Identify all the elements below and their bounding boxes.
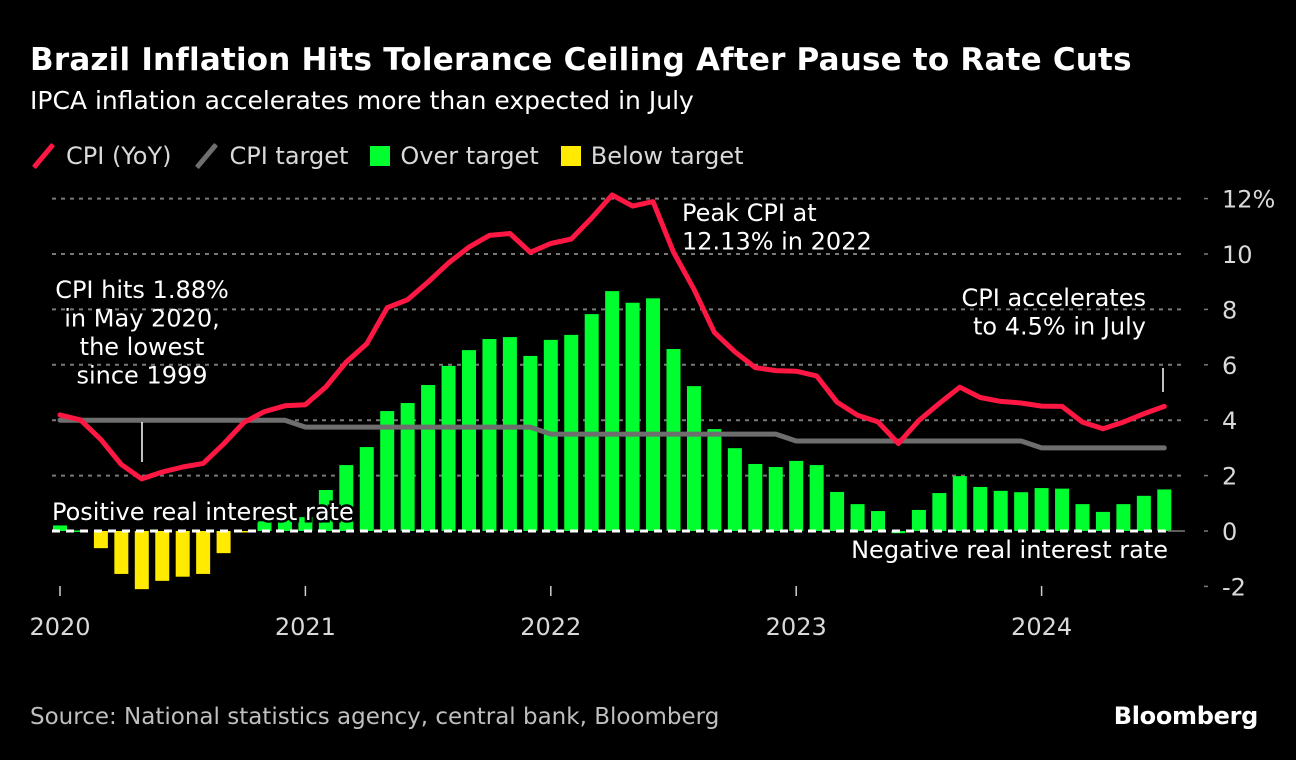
- annotation-low-text: in May 2020,: [64, 305, 219, 333]
- bar-over-target: [932, 493, 947, 531]
- x-tick-label: 2020: [29, 613, 90, 641]
- x-tick-label: 2024: [1011, 613, 1072, 641]
- bar-over-target: [789, 460, 804, 531]
- legend-label: Over target: [400, 142, 539, 170]
- bar-over-target: [727, 448, 742, 531]
- bar-over-target: [400, 403, 415, 531]
- bar-over-target: [911, 509, 926, 531]
- legend-item-below: Below target: [560, 142, 744, 170]
- bar-over-target: [973, 486, 988, 531]
- y-tick-label: 8: [1222, 296, 1237, 324]
- chart-title: Brazil Inflation Hits Tolerance Ceiling …: [30, 42, 1132, 78]
- bar-over-target: [666, 349, 681, 531]
- chart-subtitle: IPCA inflation accelerates more than exp…: [30, 86, 694, 115]
- bar-below-target: [237, 531, 252, 533]
- positive-rate-label: Positive real interest rate: [52, 498, 354, 526]
- lines: [57, 192, 1167, 482]
- y-tick-label: -2: [1222, 573, 1246, 601]
- bar-over-target: [1075, 504, 1090, 531]
- bar-over-target: [809, 465, 824, 531]
- bar-below-target: [155, 531, 170, 581]
- bar-over-target: [441, 365, 456, 531]
- bar-over-target: [993, 490, 1008, 531]
- bar-over-target: [1157, 489, 1172, 531]
- bar-over-target: [523, 355, 538, 531]
- bar-below-target: [196, 531, 211, 574]
- annotation-low-text: since 1999: [76, 362, 207, 390]
- bar-over-target: [952, 476, 967, 531]
- cpi-yoy-line: [57, 192, 1167, 482]
- legend-item-target: CPI target: [193, 142, 348, 170]
- bar-over-target: [1014, 492, 1029, 531]
- bar-over-target: [298, 517, 313, 531]
- bar-over-target: [421, 385, 436, 531]
- bar-over-target: [277, 519, 292, 531]
- bar-below-target: [216, 531, 231, 554]
- bar-below-target: [93, 531, 108, 549]
- below-target-swatch-icon: [560, 146, 581, 166]
- bar-over-target: [871, 511, 885, 531]
- bar-below-target: [134, 531, 149, 590]
- annotation-peak-text: 12.13% in 2022: [682, 228, 872, 256]
- bar-over-target: [502, 337, 517, 531]
- annotation-latest-text: to 4.5% in July: [973, 313, 1146, 341]
- bar-over-target: [646, 298, 661, 531]
- bar-over-target: [830, 491, 845, 531]
- bar-over-target: [359, 447, 374, 531]
- bar-below-target: [114, 531, 129, 574]
- bars: [53, 291, 1172, 590]
- y-tick-label: 6: [1222, 352, 1237, 380]
- y-tick-label: 4: [1222, 407, 1237, 435]
- bar-over-target: [1136, 495, 1151, 531]
- bar-over-target: [482, 339, 497, 531]
- bar-over-target: [1095, 511, 1110, 531]
- y-tick-label: 12%: [1222, 186, 1275, 214]
- bar-over-target: [850, 504, 865, 531]
- bar-over-target: [1116, 504, 1131, 531]
- bar-over-target: [339, 465, 354, 531]
- bar-over-target: [318, 490, 333, 531]
- legend: CPI (YoY) CPI target Over target Below t…: [30, 142, 766, 170]
- legend-item-cpi: CPI (YoY): [30, 142, 171, 170]
- y-tick-label: 2: [1222, 463, 1237, 491]
- bar-over-target: [768, 467, 783, 531]
- legend-label: Below target: [590, 142, 744, 170]
- x-tick-label: 2021: [275, 613, 336, 641]
- negative-rate-label: Negative real interest rate: [851, 536, 1168, 564]
- bar-over-target: [1034, 488, 1049, 531]
- y-tick-label: 10: [1222, 241, 1253, 269]
- annotation-peak-text: Peak CPI at: [682, 199, 817, 227]
- bar-over-target: [462, 350, 476, 531]
- source-note: Source: National statistics agency, cent…: [30, 704, 720, 730]
- bar-over-target: [625, 302, 640, 531]
- bar-over-target: [605, 291, 620, 531]
- x-tick-label: 2023: [766, 613, 827, 641]
- annotation-low-text: the lowest: [80, 333, 205, 361]
- legend-item-over: Over target: [370, 142, 539, 170]
- bar-over-target: [686, 386, 701, 531]
- bar-over-target: [53, 525, 67, 531]
- axes: -2 0 2 4 6 8 10 12% 2020 2021 2022 2023 2024: [29, 186, 1275, 641]
- bar-over-target: [257, 521, 272, 531]
- y-tick-label: 0: [1222, 518, 1237, 546]
- bar-over-target: [707, 429, 722, 531]
- annotations: Positive real interest rate Negative real…: [50, 199, 1169, 564]
- bar-over-target: [1055, 488, 1070, 531]
- bar-over-target: [380, 411, 395, 531]
- bloomberg-logo: Bloomberg: [1113, 702, 1259, 730]
- bar-below-target: [175, 531, 190, 577]
- bar-over-target: [584, 314, 599, 531]
- legend-label: CPI target: [229, 142, 349, 170]
- over-target-swatch-icon: [370, 146, 391, 166]
- annotation-latest-text: CPI accelerates: [962, 284, 1147, 312]
- bar-over-target: [748, 463, 763, 531]
- annotation-low-text: CPI hits 1.88%: [55, 276, 229, 304]
- x-tick-label: 2022: [520, 613, 581, 641]
- legend-label: CPI (YoY): [66, 142, 172, 170]
